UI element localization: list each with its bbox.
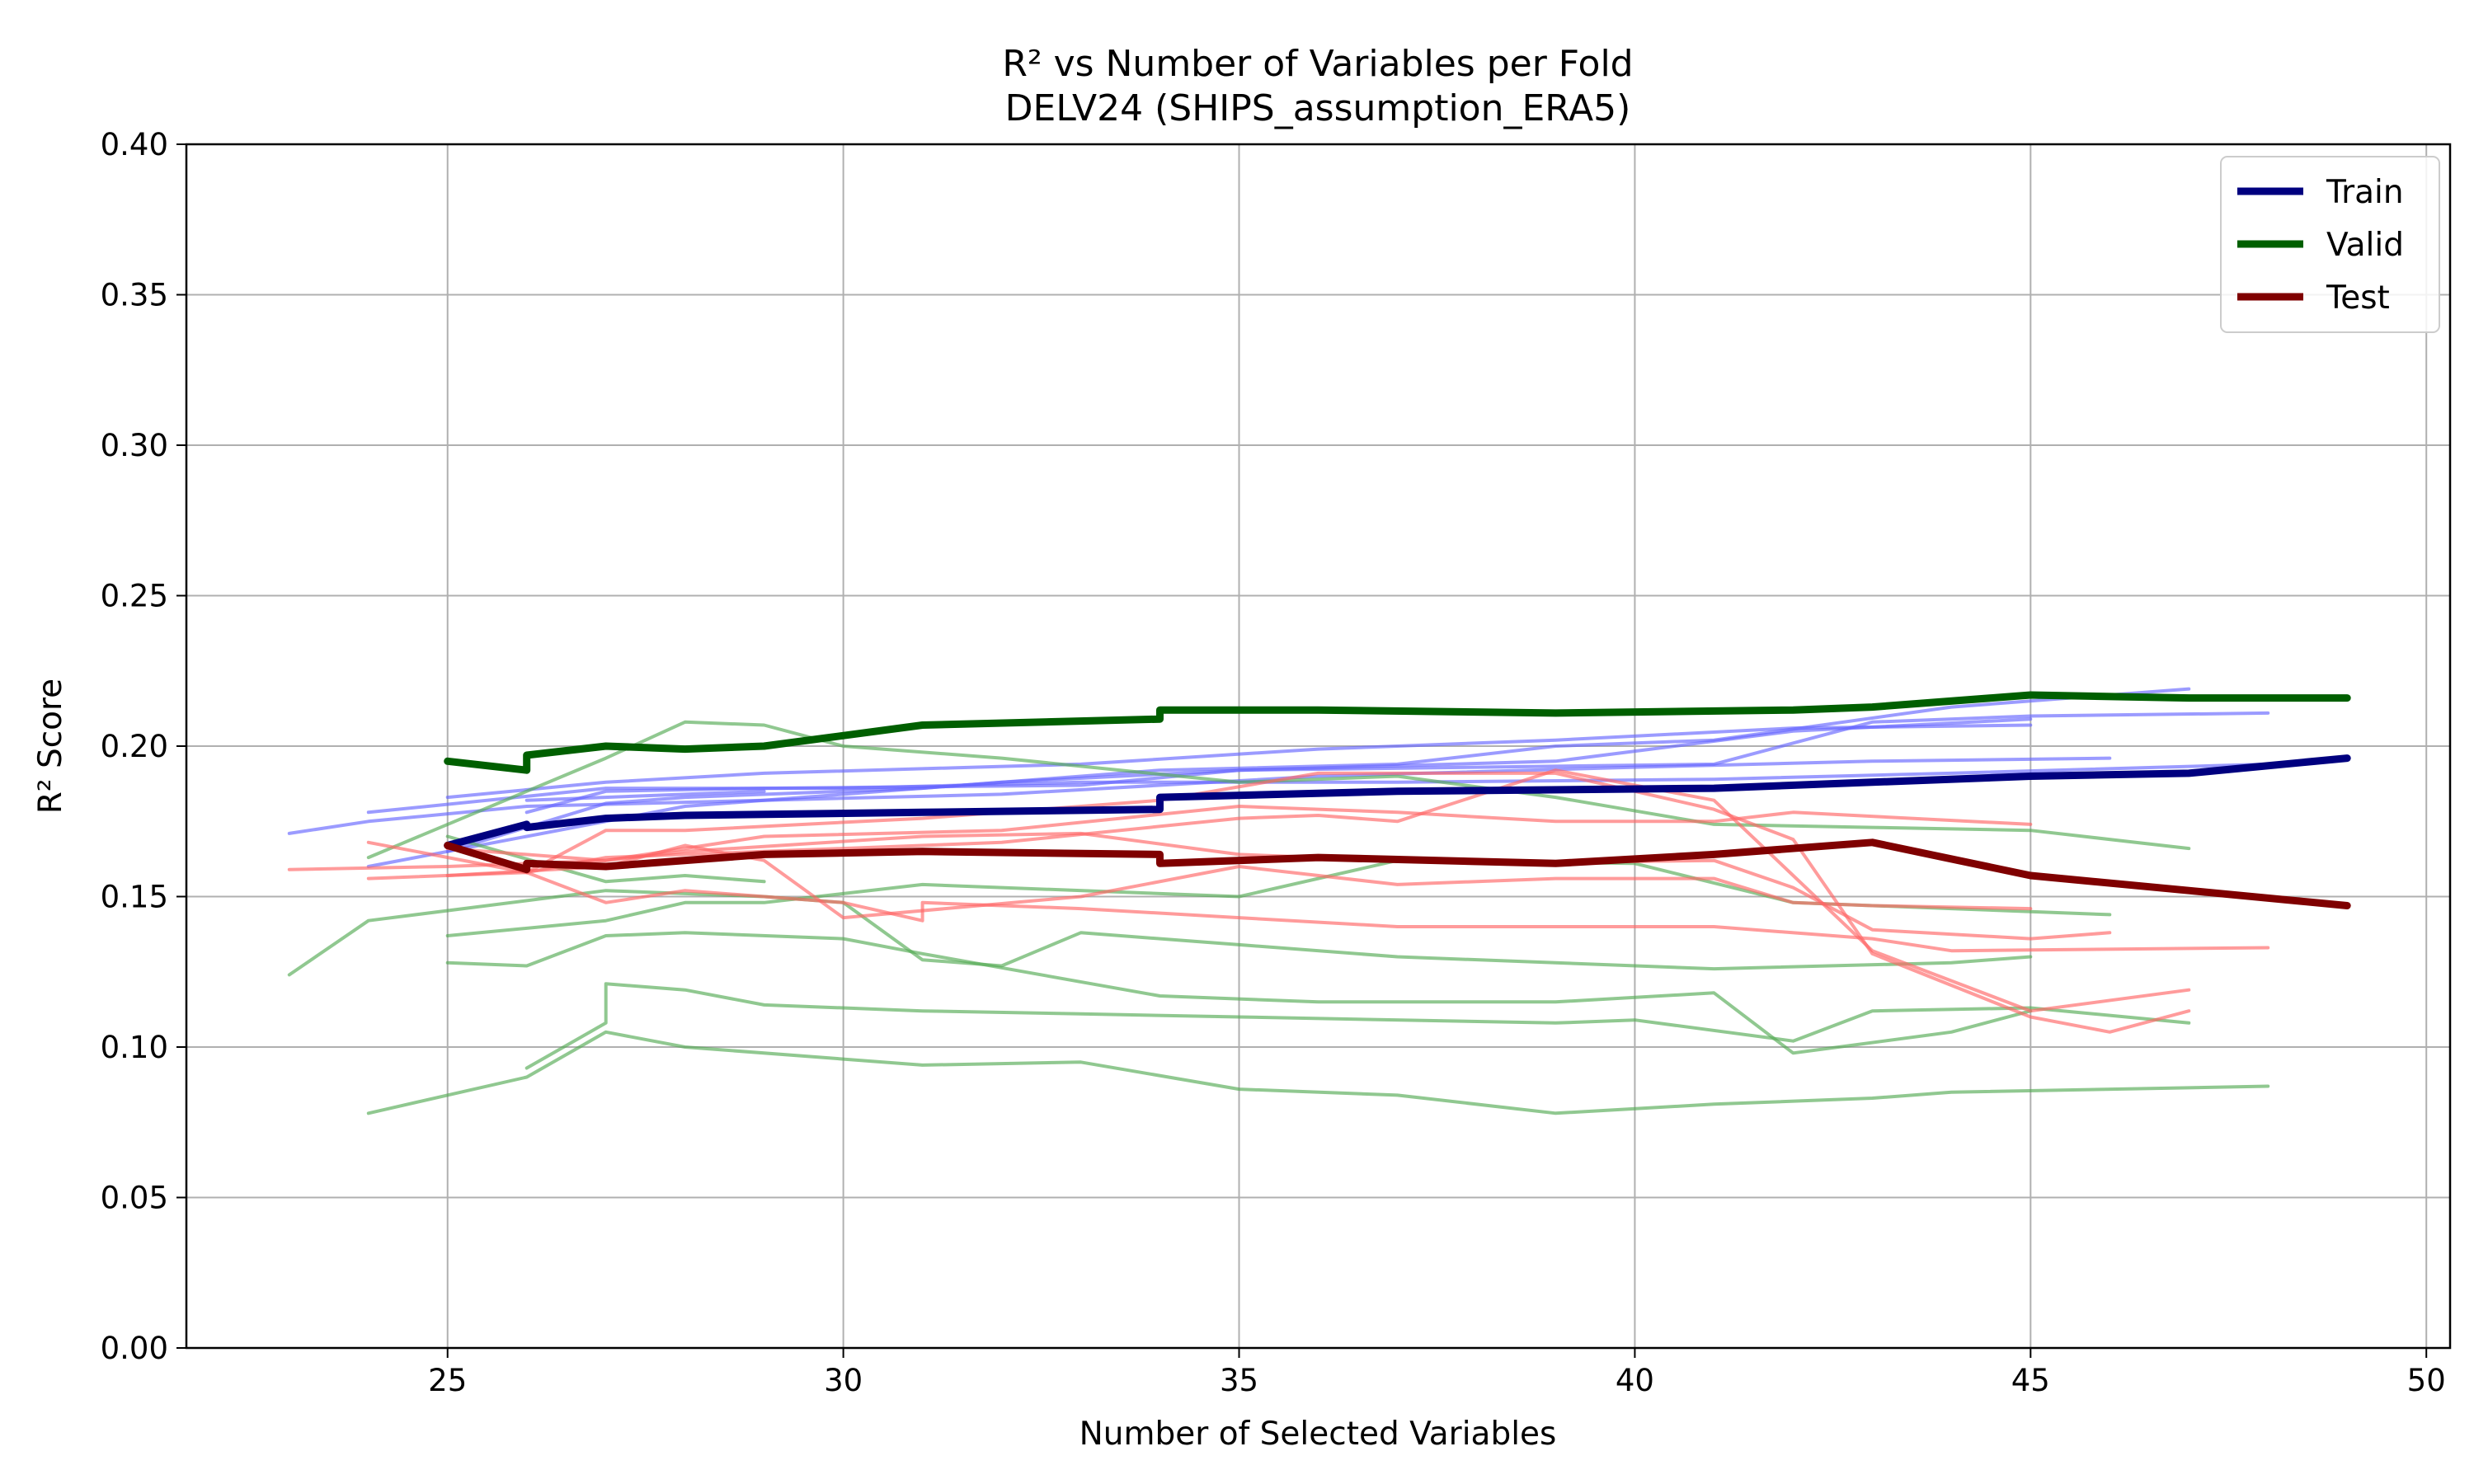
test-fold-line: [366, 768, 2191, 1013]
legend-box: [2220, 156, 2440, 333]
y-tick-label: 0.05: [101, 1181, 168, 1216]
x-tick-label: 30: [824, 1363, 863, 1398]
test-fold-line: [366, 840, 2270, 953]
train-mean-line: [444, 754, 2351, 849]
train-fold-line: [524, 789, 766, 802]
train-fold-line: [445, 723, 2033, 800]
y-tick-label: 0.00: [101, 1331, 168, 1366]
valid-fold-line: [445, 834, 766, 884]
valid-fold-line: [445, 931, 2033, 1055]
train-fold-line: [524, 711, 2270, 815]
mean-lines: [444, 691, 2351, 909]
y-axis-ticks: 0.00 0.05 0.10 0.15 0.20 0.25 0.30 0.35 0.40: [101, 127, 186, 1366]
y-tick-label: 0.20: [101, 729, 168, 764]
y-axis-label: R² Score: [32, 679, 69, 814]
legend: Train Valid Test: [2220, 156, 2440, 333]
valid-fold-line: [524, 982, 2191, 1070]
y-tick-label: 0.10: [101, 1030, 168, 1065]
y-tick-label: 0.40: [101, 127, 168, 162]
x-tick-label: 50: [2407, 1363, 2446, 1398]
chart-subtitle: DELV24 (SHIPS_assumption_ERA5): [1005, 87, 1631, 129]
legend-label-valid: Valid: [2326, 227, 2404, 264]
x-tick-label: 25: [428, 1363, 467, 1398]
train-fold-line: [287, 756, 2112, 835]
grid: [186, 143, 2450, 1349]
test-fold-line: [445, 843, 2033, 920]
train-fold-line: [445, 687, 2191, 853]
valid-fold-line: [366, 720, 2191, 860]
x-tick-label: 45: [2011, 1363, 2050, 1398]
y-tick-label: 0.15: [101, 880, 168, 915]
valid-fold-line: [287, 889, 2033, 977]
valid-fold-line: [366, 1030, 2270, 1115]
legend-label-test: Test: [2326, 279, 2390, 317]
x-axis-ticks: 25 30 35 40 45 50: [428, 1348, 2446, 1398]
fold-lines: [287, 687, 2270, 1115]
test-mean-line: [444, 838, 2351, 909]
x-tick-label: 35: [1220, 1363, 1258, 1398]
y-tick-label: 0.30: [101, 428, 168, 463]
chart-title: R² vs Number of Variables per Fold: [1002, 43, 1633, 85]
y-tick-label: 0.25: [101, 579, 168, 614]
x-axis-label: Number of Selected Variables: [1079, 1416, 1557, 1453]
x-tick-label: 40: [1616, 1363, 1654, 1398]
valid-mean-line: [444, 691, 2351, 774]
legend-label-train: Train: [2326, 174, 2404, 211]
test-fold-line: [524, 771, 2191, 1034]
y-tick-label: 0.35: [101, 278, 168, 313]
